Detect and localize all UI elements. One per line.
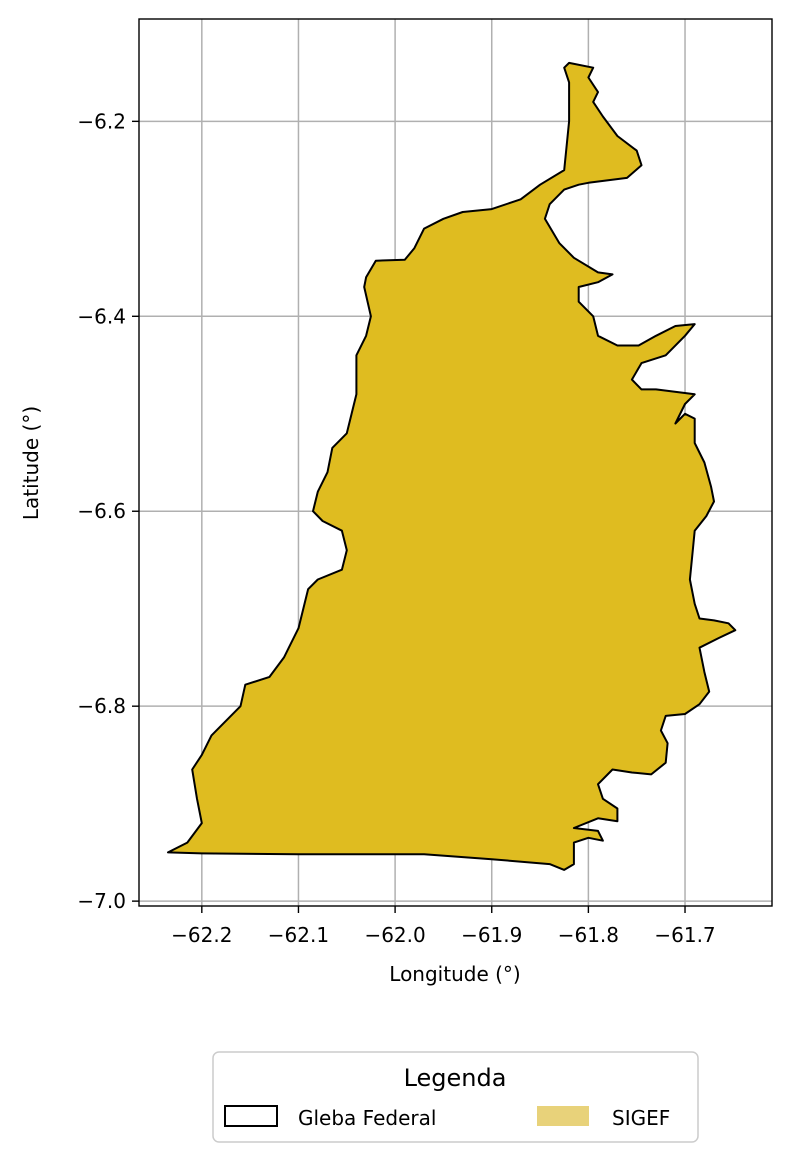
y-axis-ticks: −6.2 −6.4 −6.6 −6.8 −7.0: [77, 109, 139, 913]
legend-swatch-gleba-federal: [224, 1105, 278, 1127]
y-tick-label: −6.8: [77, 694, 126, 718]
sigef-gleba-federal-polygon: [167, 61, 737, 871]
y-axis-title: Latitude (°): [19, 406, 43, 520]
x-tick-label: −62.1: [268, 923, 329, 947]
x-tick-label: −61.8: [558, 923, 619, 947]
x-axis-ticks: −62.2 −62.1 −62.0 −61.9 −61.8 −61.7: [171, 906, 716, 947]
y-tick-label: −6.2: [77, 109, 126, 133]
plot-frame: [138, 18, 773, 907]
x-tick-label: −62.0: [364, 923, 425, 947]
x-axis-title: Longitude (°): [389, 962, 520, 986]
legend-label-sigef: SIGEF: [612, 1106, 670, 1130]
legend-label-gleba-federal: Gleba Federal: [298, 1106, 436, 1130]
x-tick-label: −61.7: [654, 923, 715, 947]
legend-title: Legenda: [404, 1064, 507, 1092]
legend: Legenda Gleba Federal SIGEF: [212, 1051, 699, 1143]
y-tick-label: −7.0: [77, 889, 126, 913]
x-tick-label: −62.2: [171, 923, 232, 947]
legend-swatch-sigef: [537, 1106, 589, 1126]
y-tick-label: −6.6: [77, 499, 126, 523]
y-tick-label: −6.4: [77, 304, 126, 328]
x-tick-label: −61.9: [461, 923, 522, 947]
